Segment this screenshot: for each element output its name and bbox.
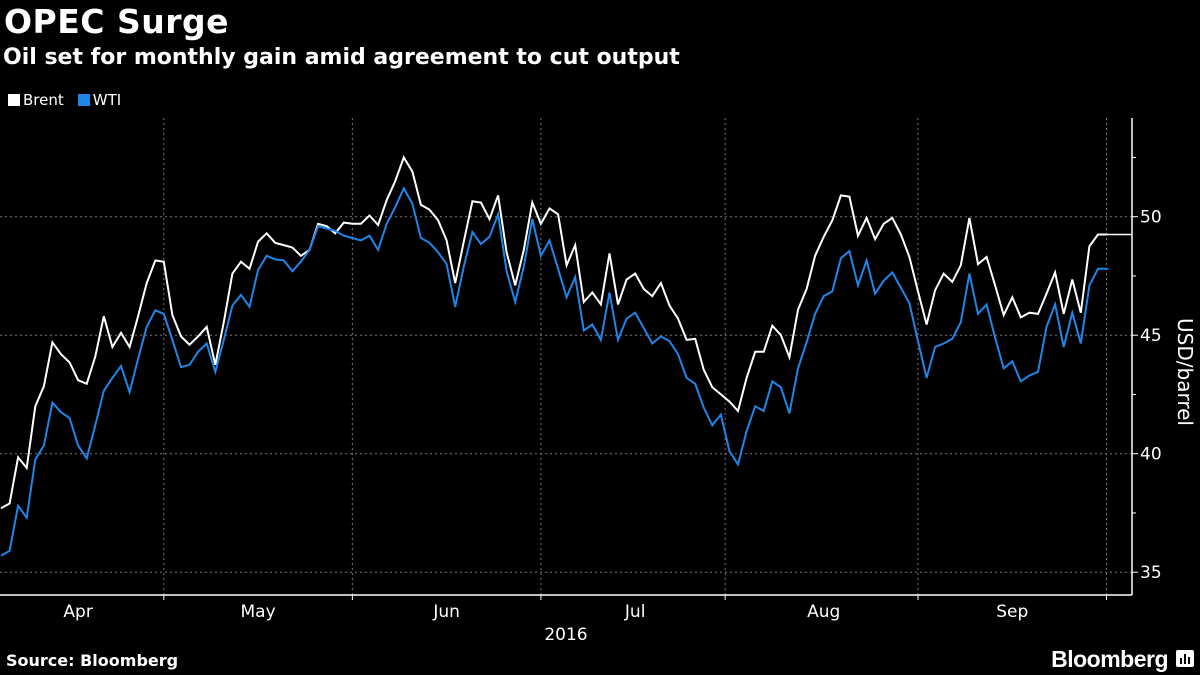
x-tick-label-may: May xyxy=(241,602,276,622)
x-tick-label-aug: Aug xyxy=(807,602,840,622)
x-axis-label: 2016 xyxy=(544,625,587,645)
x-tick-label-apr: Apr xyxy=(63,602,92,622)
legend-swatch-brent xyxy=(8,94,20,106)
bloomberg-chart-icon xyxy=(1176,650,1194,667)
y-axis-label: USD/barrel xyxy=(1173,318,1197,426)
y-tick-label: 50 xyxy=(1140,208,1162,228)
source-note: Source: Bloomberg xyxy=(6,651,179,670)
legend-swatch-wti xyxy=(77,94,90,106)
y-tick-label: 35 xyxy=(1140,563,1162,583)
legend-item-brent: Brent xyxy=(8,91,64,109)
series-line-wti xyxy=(0,186,1107,557)
y-tick-label: 40 xyxy=(1140,445,1162,465)
chart-subtitle: Oil set for monthly gain amid agreement … xyxy=(3,45,680,70)
legend-item-wti: WTI xyxy=(77,91,122,109)
legend: Brent WTI xyxy=(8,91,121,109)
legend-label-wti: WTI xyxy=(92,91,122,109)
series-line-brent xyxy=(0,155,1107,510)
x-tick-label-sep: Sep xyxy=(996,602,1028,622)
legend-label-brent: Brent xyxy=(23,91,64,109)
bloomberg-logo: Bloomberg xyxy=(1051,646,1168,672)
x-tick-label-jul: Jul xyxy=(624,602,646,622)
y-tick-label: 45 xyxy=(1140,326,1162,346)
x-tick-label-jun: Jun xyxy=(432,602,460,622)
chart-title: OPEC Surge xyxy=(4,2,230,41)
